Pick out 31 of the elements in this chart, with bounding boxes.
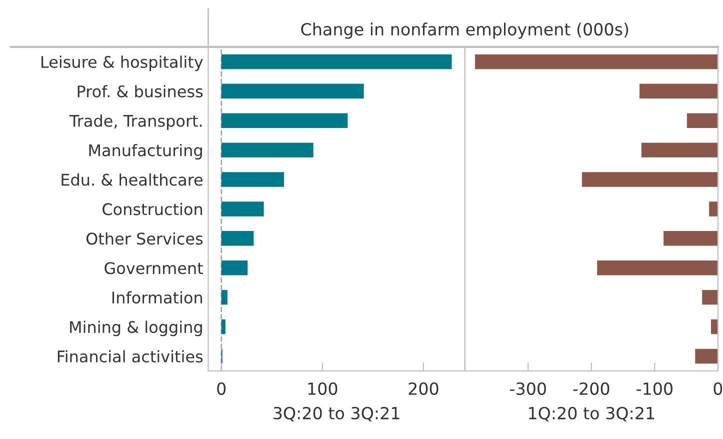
x-tick-label: 0 bbox=[714, 382, 722, 395]
bar bbox=[221, 84, 364, 99]
chart-title: Change in nonfarm employment (000s) bbox=[301, 22, 628, 39]
bar bbox=[221, 142, 314, 158]
bar bbox=[221, 260, 248, 276]
x-tick-label: 200 bbox=[408, 382, 438, 395]
y-tick-label: Mining & logging bbox=[70, 320, 202, 336]
bar bbox=[221, 54, 452, 70]
y-tick-label: Other Services bbox=[86, 232, 203, 245]
y-tick-label: Information bbox=[112, 291, 202, 304]
x-tick-label: -200 bbox=[573, 382, 610, 395]
y-tick-label: Financial activities bbox=[58, 350, 203, 363]
y-tick-label: Manufacturing bbox=[89, 144, 202, 160]
y-tick-label: Leisure & hospitality bbox=[42, 56, 203, 72]
x-axis-title: 3Q:20 to 3Q:21 bbox=[274, 406, 400, 422]
y-tick-label: Government bbox=[104, 262, 203, 274]
y-tick-label: Trade, Transport. bbox=[69, 114, 202, 130]
bar bbox=[221, 231, 254, 246]
bar bbox=[221, 202, 264, 216]
x-tick-label: -300 bbox=[510, 382, 546, 395]
bar bbox=[221, 113, 348, 128]
x-axis-title: 1Q:20 to 3Q:21 bbox=[529, 406, 654, 422]
x-tick-label: 0 bbox=[217, 382, 226, 395]
x-tick-label: 100 bbox=[308, 382, 338, 395]
bar bbox=[221, 290, 228, 305]
bar bbox=[221, 172, 284, 187]
y-tick-label: Prof. & business bbox=[78, 85, 203, 98]
bar bbox=[221, 319, 226, 334]
x-tick-label: -100 bbox=[636, 382, 672, 395]
y-tick-label: Construction bbox=[102, 202, 202, 216]
y-tick-label: Edu. & healthcare bbox=[62, 173, 203, 186]
